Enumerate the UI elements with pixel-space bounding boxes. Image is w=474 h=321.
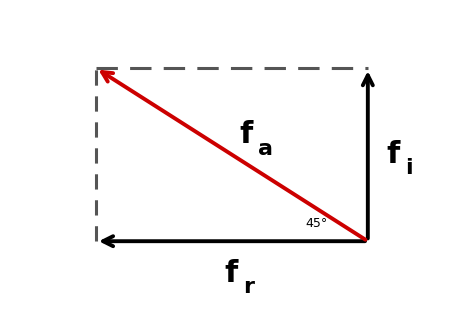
Text: $\mathbf{a}$: $\mathbf{a}$ bbox=[256, 138, 272, 159]
Text: $\mathbf{f}$: $\mathbf{f}$ bbox=[224, 259, 240, 288]
Text: $\mathbf{r}$: $\mathbf{r}$ bbox=[243, 277, 256, 297]
Text: $\mathbf{i}$: $\mathbf{i}$ bbox=[405, 158, 413, 178]
Text: $\mathbf{f}$: $\mathbf{f}$ bbox=[239, 120, 255, 149]
Text: $\mathbf{f}$: $\mathbf{f}$ bbox=[386, 140, 401, 169]
Text: 45°: 45° bbox=[305, 217, 328, 230]
